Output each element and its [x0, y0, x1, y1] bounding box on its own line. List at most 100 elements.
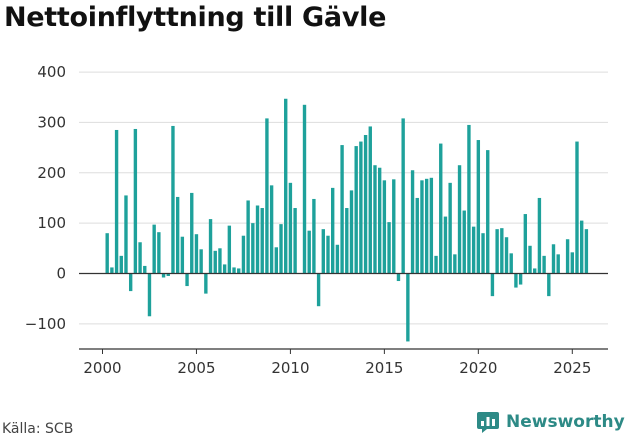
bar	[199, 249, 203, 274]
bar	[434, 255, 438, 274]
bar	[542, 255, 546, 274]
bar	[119, 255, 123, 274]
bar	[227, 225, 232, 274]
x-tick-label: 2020	[459, 359, 497, 377]
x-tick-label: 2010	[271, 359, 309, 377]
y-tick-label: 400	[37, 63, 66, 81]
bar	[547, 273, 551, 297]
bar	[551, 244, 556, 274]
bar	[481, 233, 485, 274]
bar	[584, 229, 589, 274]
bar	[307, 230, 311, 274]
bar	[415, 197, 419, 274]
bar	[439, 143, 443, 274]
bar	[420, 180, 424, 274]
bar	[471, 226, 476, 274]
bar	[114, 129, 119, 274]
bar	[518, 273, 523, 285]
bar	[138, 242, 142, 274]
bar	[232, 267, 236, 274]
y-tick-label: 300	[37, 113, 66, 131]
bar	[190, 192, 194, 274]
bar	[124, 195, 128, 274]
bar	[533, 268, 537, 274]
bar	[331, 187, 335, 274]
bar	[410, 170, 415, 274]
bar	[556, 254, 560, 274]
bar	[335, 244, 340, 274]
bar	[537, 197, 542, 274]
bar	[251, 223, 255, 274]
bar	[453, 254, 457, 274]
bar	[269, 185, 274, 274]
bar	[523, 214, 528, 274]
bar	[288, 182, 293, 274]
bar	[401, 118, 405, 274]
bar	[424, 178, 429, 274]
bar	[161, 273, 166, 278]
bar	[222, 264, 227, 274]
bar	[486, 150, 490, 274]
source-note: Källa: SCB	[2, 421, 74, 437]
bar	[575, 141, 579, 274]
bar	[345, 208, 349, 274]
bar	[457, 165, 462, 274]
x-tick-label: 2000	[83, 359, 121, 377]
bar	[396, 273, 401, 282]
bar	[171, 125, 175, 274]
bar	[326, 235, 330, 274]
bar	[448, 182, 452, 274]
bar	[147, 273, 152, 317]
bar	[265, 118, 269, 274]
bar	[175, 196, 180, 274]
bar	[340, 145, 344, 274]
y-tick-label: 200	[37, 164, 66, 182]
bar	[279, 224, 283, 274]
bar	[373, 165, 377, 274]
bar	[302, 104, 307, 274]
bar	[429, 177, 434, 274]
bar	[110, 267, 114, 274]
y-tick-label: 100	[37, 214, 66, 232]
bar	[241, 235, 246, 274]
bar	[359, 141, 363, 274]
bar	[218, 248, 222, 274]
bar	[509, 253, 513, 274]
bar	[213, 250, 217, 274]
y-tick-label: 0	[56, 264, 66, 282]
bar	[246, 200, 250, 274]
bar	[321, 229, 325, 274]
bar	[349, 190, 354, 274]
bar	[194, 234, 199, 274]
bar	[293, 208, 297, 274]
x-tick-label: 2025	[553, 359, 591, 377]
bar	[260, 208, 264, 274]
tick-labels: −100 0 100 200 300 400 2000 2005 2010 2015 2020 202…	[25, 63, 592, 377]
bar	[105, 233, 109, 274]
bar	[274, 247, 279, 274]
bar	[476, 140, 481, 274]
bar	[495, 229, 499, 274]
bar	[368, 126, 372, 274]
bar	[354, 146, 358, 274]
bar	[490, 273, 495, 297]
axes	[79, 272, 608, 354]
bar	[406, 273, 410, 342]
bar	[166, 273, 170, 276]
bar	[504, 237, 509, 274]
bar	[157, 232, 161, 274]
y-tick-label: −100	[25, 315, 66, 333]
bar	[152, 224, 156, 274]
bar	[204, 273, 208, 294]
bar	[180, 236, 185, 274]
bar	[316, 273, 321, 307]
bar	[128, 273, 133, 292]
bar	[392, 179, 396, 274]
bar	[377, 167, 382, 274]
bar	[255, 205, 260, 274]
bar	[528, 245, 532, 274]
bars	[105, 98, 589, 342]
bar	[462, 210, 466, 274]
bar	[284, 98, 288, 274]
